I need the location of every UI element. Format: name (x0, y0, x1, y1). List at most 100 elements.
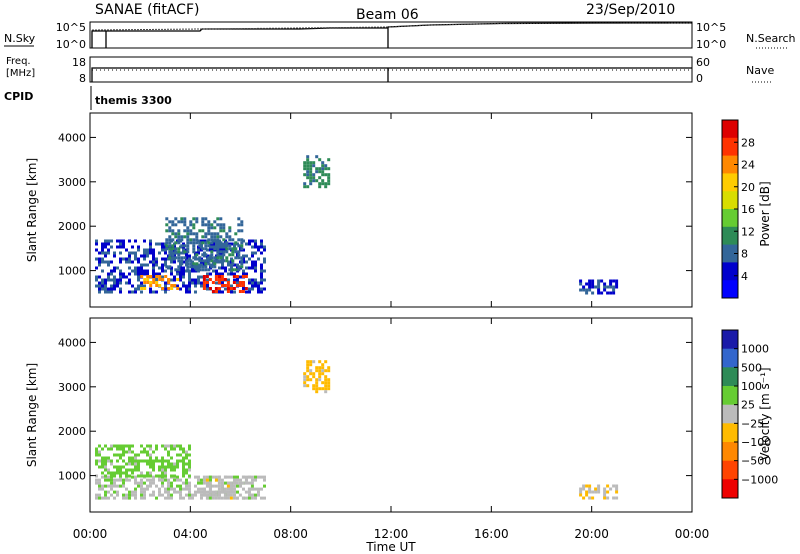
data-cell (192, 232, 196, 236)
data-cell (214, 493, 218, 497)
data-cell (226, 496, 230, 500)
data-cell (231, 247, 235, 251)
data-cell (250, 484, 254, 488)
data-cell (189, 238, 193, 242)
data-cell (185, 468, 188, 472)
data-cell (131, 475, 134, 479)
data-cell (315, 387, 319, 391)
data-cell (213, 232, 217, 236)
data-cell (110, 484, 113, 488)
beam-label: Beam 06 (356, 7, 419, 23)
data-cell (167, 453, 170, 457)
data-cell (219, 223, 223, 227)
data-cell (230, 257, 233, 261)
data-cell (104, 484, 107, 488)
data-cell (171, 247, 175, 251)
data-cell (171, 253, 175, 257)
data-cell (119, 484, 122, 488)
data-cell (251, 478, 254, 482)
data-cell (236, 484, 239, 488)
data-cell (201, 268, 205, 272)
data-cell (180, 244, 184, 248)
colorbar-swatch (722, 404, 738, 424)
data-cell (192, 244, 196, 248)
data-cell (188, 462, 191, 466)
data-cell (216, 241, 220, 245)
data-cell (207, 244, 211, 248)
colorbar-swatch (722, 479, 738, 499)
data-cell (197, 239, 200, 243)
data-cell (131, 462, 134, 466)
data-cell (146, 487, 149, 491)
data-cell (200, 284, 203, 288)
data-cell (597, 282, 601, 286)
data-cell (183, 217, 187, 221)
data-cell (155, 496, 158, 500)
data-cell (229, 496, 233, 500)
data-cell (170, 251, 173, 255)
data-cell (241, 275, 245, 278)
data-cell (170, 465, 173, 469)
data-cell (170, 278, 173, 282)
data-cell (312, 375, 316, 379)
data-cell (101, 459, 104, 463)
data-cell (233, 490, 236, 494)
data-cell (152, 450, 155, 454)
data-cell (189, 220, 193, 224)
data-cell (260, 269, 263, 273)
freq-label-2: [MHz] (6, 68, 35, 79)
data-cell (260, 287, 263, 291)
data-cell (238, 290, 242, 293)
data-cell (119, 278, 122, 282)
data-cell (224, 496, 227, 500)
data-cell (182, 248, 185, 252)
data-cell (227, 260, 230, 264)
data-cell (149, 260, 152, 264)
data-cell (122, 496, 125, 500)
data-cell (188, 447, 191, 451)
data-cell (179, 275, 182, 279)
data-cell (254, 266, 257, 270)
data-cell (146, 275, 150, 278)
data-cell (161, 459, 164, 463)
data-cell (213, 235, 217, 239)
data-cell (609, 282, 613, 286)
data-cell (119, 251, 122, 255)
data-cell (260, 275, 263, 279)
data-cell (205, 281, 209, 284)
data-cell (232, 484, 236, 488)
data-cell (119, 287, 122, 291)
data-cell (98, 487, 101, 491)
data-cell (182, 269, 185, 273)
nsky-panel (89, 21, 693, 49)
data-cell (238, 281, 242, 284)
data-cell (327, 387, 331, 391)
data-cell (170, 284, 174, 287)
data-cell (185, 450, 188, 454)
data-cell (134, 453, 137, 457)
data-cell (231, 253, 235, 257)
colorbar-tick-label: 100 (741, 380, 762, 393)
data-cell (216, 259, 220, 263)
data-cell (233, 290, 236, 294)
data-cell (182, 260, 185, 264)
data-cell (209, 263, 212, 267)
nsky-tick-bottom: 10^0 (56, 38, 86, 51)
data-cell (260, 263, 263, 267)
data-cell (125, 275, 128, 279)
data-cell (101, 471, 104, 475)
data-cell (125, 248, 128, 252)
data-cell (260, 290, 263, 294)
data-cell (241, 481, 245, 485)
colorbar-tick-label: −1000 (741, 473, 778, 486)
colorbar-tick-label: 24 (741, 159, 755, 172)
data-cell (260, 278, 263, 282)
data-cell (125, 257, 128, 261)
data-cell (146, 474, 149, 478)
data-cell (98, 260, 101, 264)
data-cell (168, 253, 172, 257)
data-cell (152, 251, 155, 255)
data-cell (226, 287, 230, 290)
data-cell (170, 496, 173, 500)
data-cell (204, 217, 208, 221)
